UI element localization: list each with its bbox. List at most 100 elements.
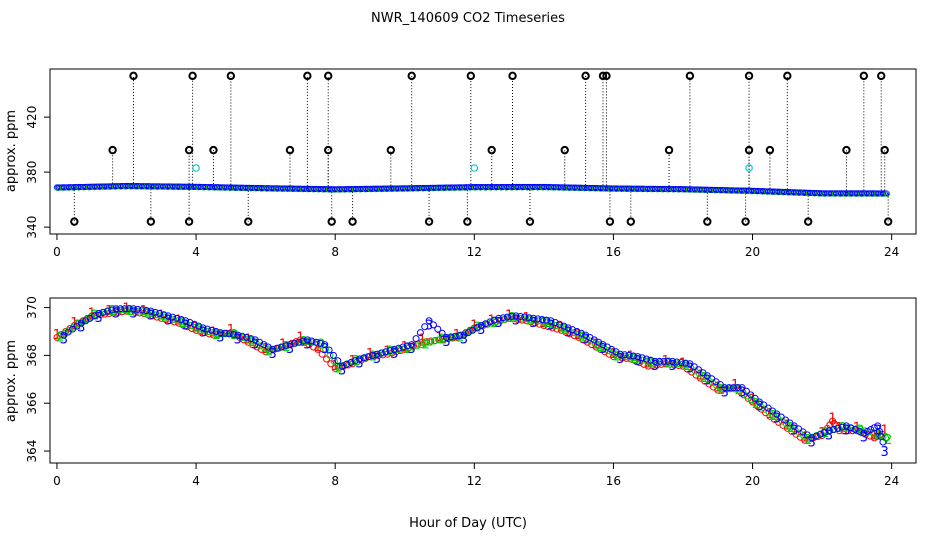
series-3-point [329,351,337,359]
series-2-marker: 2 [561,323,569,338]
series-1-marker: 1 [53,328,61,343]
series-2-point [391,346,399,354]
series-3-marker: 3 [651,359,659,374]
x-tick-label: 12 [467,474,482,488]
series-3-marker: 3 [390,347,398,362]
spike-point [581,71,590,81]
series-3-point [451,332,459,340]
series-3-marker: 3 [860,431,868,446]
series-3-marker: 3 [129,306,137,321]
series-3-point [651,357,659,365]
series-3-point [495,314,503,322]
series-3-point [551,319,559,327]
series-3-point [638,354,646,362]
series-1-marker: 1 [592,337,600,352]
series-2-marker: 2 [108,304,116,319]
spike-point [602,71,611,81]
series-3-marker: 3 [790,424,798,439]
bottom-x-axis: 0 4 8 12 16 20 24 [53,463,899,488]
series-3-point [534,315,542,323]
series-3-marker: 3 [408,342,416,357]
series-3-point [486,318,494,326]
series-3-point [867,426,875,434]
series-3-point [364,353,372,361]
series-3-point [351,357,359,365]
series-3-point [634,353,642,361]
series-3-point [725,384,733,392]
series-3-point [499,314,507,322]
series-3-point [838,423,846,431]
series-2-marker: 2 [369,349,377,364]
series-3-point [573,327,581,335]
series-3-point [821,429,829,437]
top-spike-points [70,71,893,226]
series-3-point [669,357,677,365]
series-2-marker: 2 [595,340,603,355]
x-tick-label: 8 [331,474,339,488]
series-3-point [842,422,850,430]
series-3-point [403,342,411,350]
series-3-point [751,394,759,402]
series-2-marker: 2 [856,424,864,439]
spike-point [745,164,753,172]
series-2-marker: 2 [787,421,795,436]
series-3-marker: 3 [234,333,242,348]
spike-point [226,71,236,81]
series-3-marker: 3 [529,316,537,331]
baseline-point [879,190,887,197]
series-1-marker: 1 [314,340,322,355]
series-2-point [565,327,573,335]
series-3-marker: 3 [321,342,329,357]
spike-point [470,164,479,172]
series-2-point [730,385,738,393]
series-3-point [216,329,224,337]
series-2-point [722,385,730,393]
series-2-point [735,385,743,393]
series-2-marker: 2 [474,321,482,336]
series-1-marker: 1 [540,316,548,331]
series-3-marker: 3 [668,359,676,374]
series-1-marker: 1 [261,342,269,357]
spike-point [407,71,416,81]
series-3-point [412,335,420,343]
series-3-point [273,344,281,352]
series-3-marker: 3 [460,333,468,348]
series-3-marker: 3 [338,364,346,379]
series-2-point [435,336,443,344]
spike-point [463,217,472,226]
series-2-point [661,359,669,367]
series-3-point [229,330,237,338]
series-3-point [190,320,198,328]
series-2-point [443,334,451,342]
series-2-point [417,341,425,349]
series-3-point [503,313,511,321]
spike-point [285,145,295,155]
series-3-point [238,332,246,340]
series-2-point [235,332,243,340]
x-tick-label: 0 [53,474,61,488]
series-2-marker: 2 [804,433,812,448]
spike-point [386,145,396,155]
bottom-series-points: 111 1 1 1 1 1 1 1 111 1 111 1 1 1 1 1 1 11 1 1 1 1 1 111 1 1 1 111 1… [53,302,893,460]
series-3-point [847,424,855,432]
series-2-point [322,345,330,353]
spike-point [192,164,200,172]
series-3-point [116,305,124,313]
series-3-marker: 3 [686,361,694,376]
series-3-point [447,333,455,341]
series-3-marker: 3 [616,352,624,367]
series-3-point [177,316,185,324]
series-1-point [322,355,330,363]
series-3-point [143,307,151,315]
series-3-point [734,384,742,392]
series-1-marker: 1 [435,330,443,345]
series-3-point [182,317,190,325]
series-3-point [425,317,433,325]
top-baseline-points [53,182,891,197]
spike-point [303,71,312,81]
series-2-point [474,323,482,331]
spike-point [508,71,517,81]
series-2-point [613,351,621,359]
series-2-marker: 2 [91,309,99,324]
